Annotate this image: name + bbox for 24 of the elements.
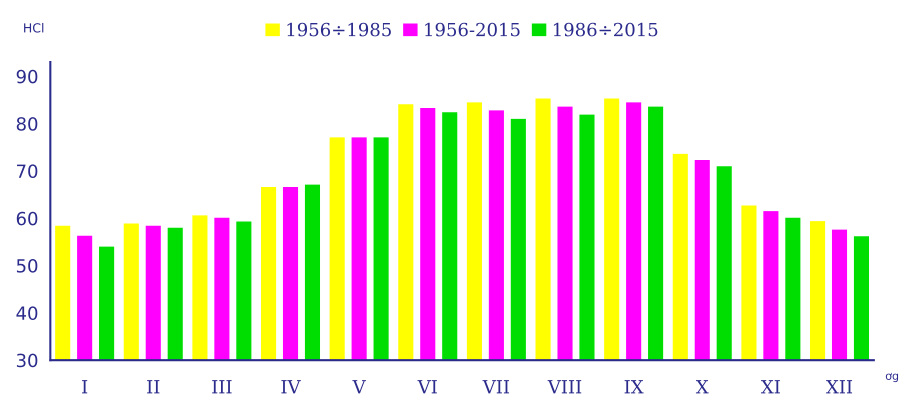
x-tick-label: XI xyxy=(761,380,780,394)
x-tick-label: VII xyxy=(482,380,510,394)
x-tick-label: VIII xyxy=(548,380,582,394)
x-tick-label: VI xyxy=(418,380,437,394)
x-tick-label: IX xyxy=(624,380,644,394)
y-tick-label: 30 xyxy=(16,354,38,368)
x-tick-label: X xyxy=(696,380,709,394)
legend-label: 1956÷1985 xyxy=(287,22,391,36)
y-axis-title: HCl xyxy=(24,22,44,33)
x-tick-label: II xyxy=(147,380,160,394)
legend-label: 1956-2015 xyxy=(425,22,520,36)
x-tick-label: III xyxy=(212,380,232,394)
x-tick-label: V xyxy=(352,380,366,394)
x-tick-label: IV xyxy=(281,380,301,394)
legend-label: 1986÷2015 xyxy=(554,22,658,36)
y-tick-label: 90 xyxy=(16,70,38,84)
y-tick-label: 40 xyxy=(16,306,38,320)
y-tick-label: 60 xyxy=(16,212,38,226)
y-tick-label: 50 xyxy=(16,259,38,273)
y-tick-label: 80 xyxy=(16,117,38,131)
x-tick-label: XII xyxy=(826,380,852,394)
x-tick-label: I xyxy=(82,380,88,394)
x-axis-title: ơg xyxy=(886,372,898,382)
y-tick-label: 70 xyxy=(17,164,38,178)
